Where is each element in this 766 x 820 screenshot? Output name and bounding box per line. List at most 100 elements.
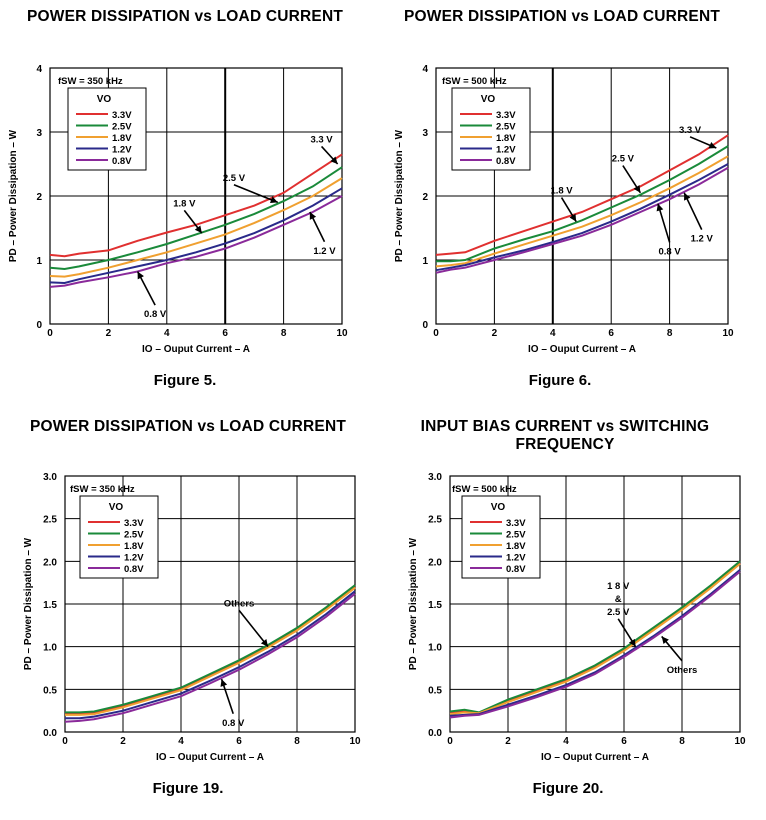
series-line-3-3V (449, 562, 741, 715)
y-tick-label: 2.5 (428, 515, 442, 526)
annotation-label: 0.8 V (659, 246, 682, 257)
legend-label: 1.2V (496, 145, 516, 156)
chart-title: POWER DISSIPATION vs LOAD CURRENT (26, 8, 344, 25)
legend-label: 1.8V (112, 133, 132, 144)
legend-label: 2.5V (506, 530, 526, 541)
legend-fsw: fSW = 500 kHz (442, 76, 507, 87)
legend-box (451, 87, 531, 171)
x-tick-label: 2 (120, 736, 126, 747)
y-tick-label: 0 (36, 320, 42, 331)
chart-title: POWER DISSIPATION vs LOAD CURRENT (403, 8, 721, 25)
series-line-3-3V (435, 134, 729, 256)
legend-label: 1.8V (124, 541, 144, 552)
annotation-label: Others (667, 665, 698, 676)
annotation-arrowhead (656, 203, 664, 212)
chart-title: INPUT BIAS CURRENT vs SWITCHING FREQUENC… (420, 418, 710, 453)
legend-title: VO (97, 94, 112, 105)
annotation-label: 3.3 V (310, 134, 333, 145)
y-tick-label: 0 (422, 320, 428, 331)
x-tick-label: 2 (505, 736, 511, 747)
annotation-arrowhead (269, 196, 278, 204)
legend-fsw: fSW = 350 kHz (70, 484, 135, 495)
legend-fsw: fSW = 500 kHz (452, 484, 517, 495)
series-line-0-8V (435, 166, 729, 274)
annotation-arrow (238, 609, 269, 648)
annotation-arrowhead (684, 192, 691, 201)
x-tick-label: 8 (667, 328, 673, 339)
chart-title: POWER DISSIPATION vs LOAD CURRENT (29, 418, 347, 435)
x-tick-label: 10 (734, 736, 746, 747)
annotation-label: 2.5 V (612, 154, 635, 165)
y-axis-label: PD – Power Dissipation – W (394, 129, 405, 262)
annotation-arrowhead (260, 639, 268, 647)
series-line-0-8V (49, 195, 343, 288)
figure-caption: Figure 20. (532, 780, 604, 797)
annotation-label: Others (224, 598, 255, 609)
y-axis-label: PD – Power Dissipation – W (408, 537, 419, 670)
annotation-arrowhead (137, 271, 144, 280)
x-tick-label: 0 (447, 736, 453, 747)
series-line-1-8V (65, 587, 356, 716)
x-tick-label: 8 (294, 736, 300, 747)
x-tick-label: 4 (550, 328, 556, 339)
x-tick-label: 4 (563, 736, 569, 747)
annotation-arrowhead (309, 212, 317, 220)
series-line-1-2V (449, 569, 741, 717)
series-line-0-8V (64, 593, 356, 723)
legend-box (67, 87, 147, 171)
legend-label: 1.2V (124, 553, 144, 564)
y-tick-label: 0.5 (428, 685, 442, 696)
y-tick-label: 2 (422, 192, 428, 203)
y-tick-label: 2.0 (43, 557, 57, 568)
y-tick-label: 1.0 (43, 643, 57, 654)
series-line-1-2V (49, 187, 343, 285)
legend-label: 1.2V (506, 553, 526, 564)
figure-caption: Figure 19. (152, 780, 224, 797)
annotation-arrowhead (628, 638, 636, 647)
legend-label: 0.8V (506, 564, 526, 575)
legend-title: VO (491, 502, 506, 513)
series-line-1-8V (435, 155, 729, 268)
legend-label: 0.8V (496, 156, 516, 167)
x-tick-label: 2 (492, 328, 498, 339)
annotation-arrowhead (661, 636, 669, 645)
figure-caption: Figure 6. (528, 372, 592, 389)
annotation-label: 1.2 V (313, 246, 336, 257)
y-tick-label: 1 (422, 256, 428, 267)
y-tick-label: 2.5 (43, 515, 57, 526)
x-tick-label: 8 (281, 328, 287, 339)
legend-label: 1.8V (496, 133, 516, 144)
annotation-label: 1.2 V (691, 234, 714, 245)
annotation-label: 1.8 V (173, 198, 196, 209)
legend-box (461, 495, 541, 579)
series-line-3-3V (49, 153, 343, 258)
x-tick-label: 6 (621, 736, 627, 747)
annotation-label: & (615, 594, 622, 605)
x-tick-label: 6 (222, 328, 228, 339)
annotation-label: 1.8 V (550, 186, 573, 197)
x-tick-label: 6 (608, 328, 614, 339)
legend-label: 3.3V (496, 110, 516, 121)
legend-label: 0.8V (124, 564, 144, 575)
series-line-1-2V (65, 590, 356, 720)
legend-label: 2.5V (124, 530, 144, 541)
y-tick-label: 1 (36, 256, 42, 267)
y-tick-label: 1.0 (428, 643, 442, 654)
annotation-arrowhead (708, 142, 717, 149)
x-axis-label: IO – Ouput Current – A (541, 752, 649, 763)
legend-label: 0.8V (112, 156, 132, 167)
legend-label: 1.8V (506, 541, 526, 552)
series-line-2-5V (449, 560, 741, 714)
legend-title: VO (481, 94, 496, 105)
x-axis-label: IO – Ouput Current – A (156, 752, 264, 763)
legend-label: 2.5V (496, 122, 516, 133)
annotation-label: 3.3 V (679, 125, 702, 136)
legend-label: 3.3V (506, 518, 526, 529)
annotation-label: 0.8 V (222, 718, 245, 729)
y-tick-label: 1.5 (428, 600, 442, 611)
y-axis-label: PD – Power Dissipation – W (23, 537, 34, 670)
x-tick-label: 10 (722, 328, 734, 339)
series-line-1-8V (449, 563, 741, 716)
legend-label: 3.3V (112, 110, 132, 121)
